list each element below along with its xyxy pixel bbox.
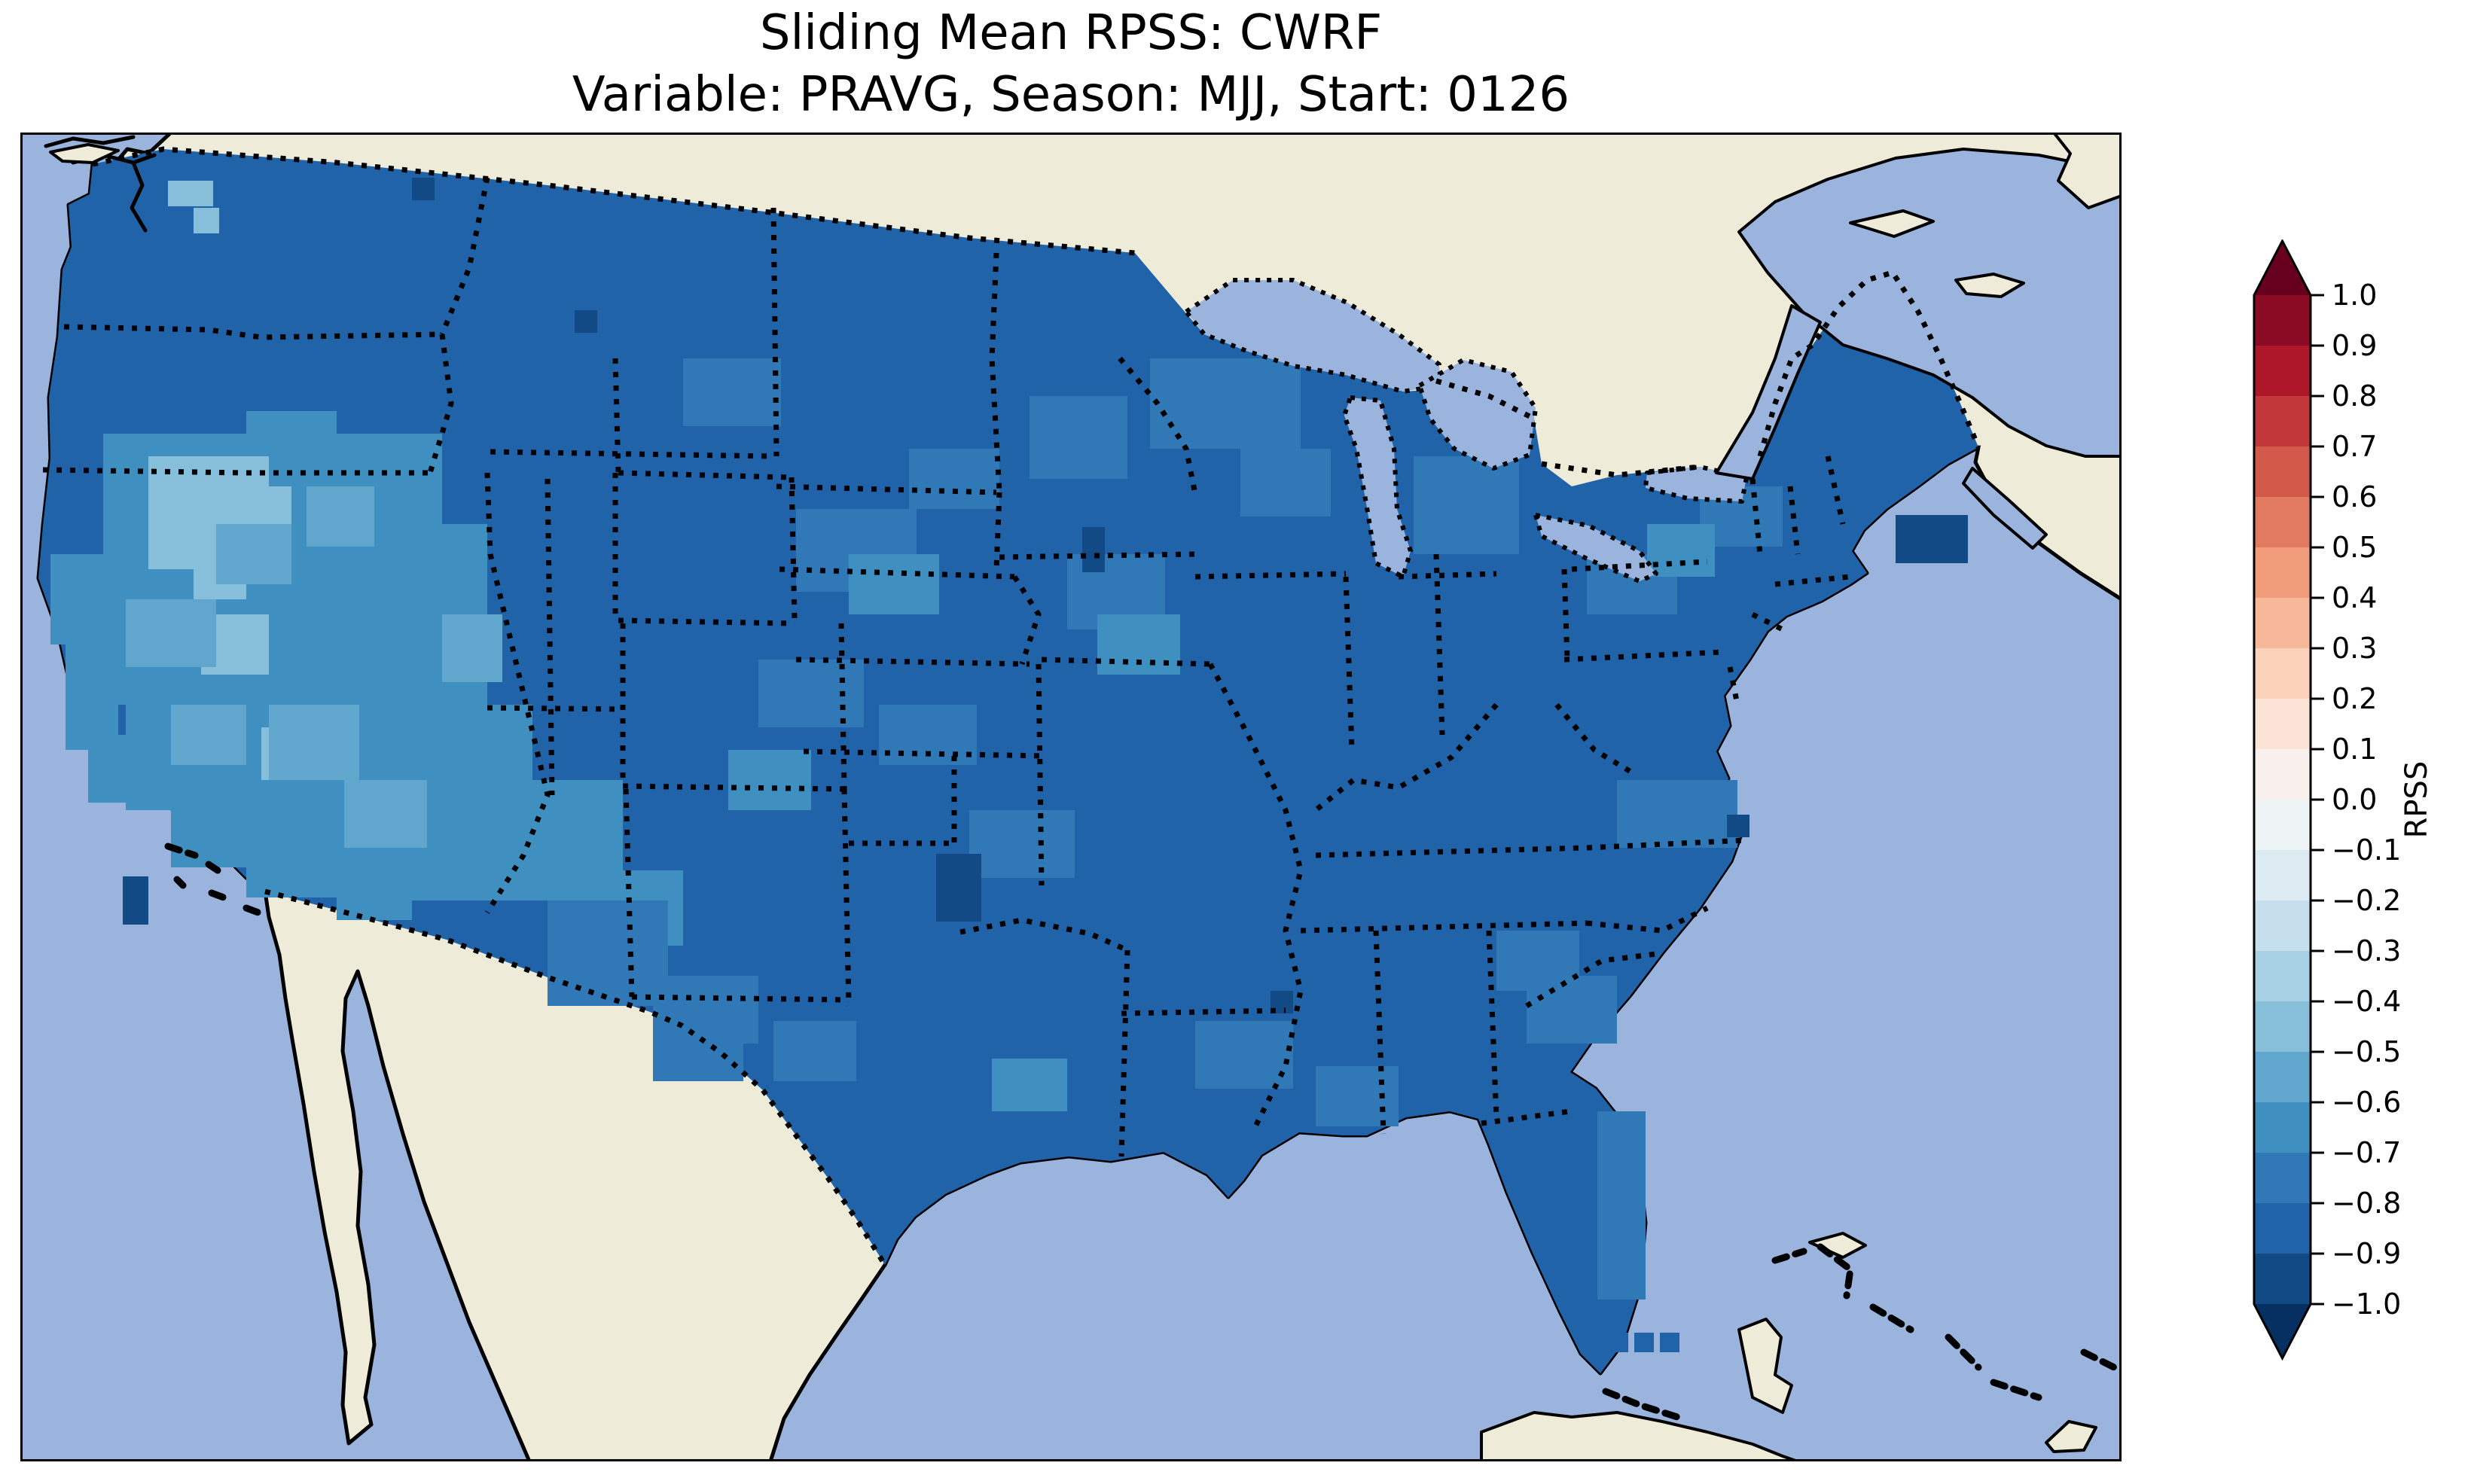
colorbar-band — [2254, 497, 2311, 548]
colorbar-band — [2254, 1052, 2311, 1103]
colorbar-tick-label: 0.3 — [2332, 632, 2377, 665]
map-canvas — [20, 133, 2122, 1461]
colorbar-tick-label: −0.1 — [2332, 833, 2401, 867]
colorbar-band — [2254, 900, 2311, 952]
colorbar-tick-label: 0.5 — [2332, 531, 2377, 564]
colorbar: 1.0 0.9 0.8 0.7 0.6 0.5 0.4 0.3 0.2 0.1 0.0 −0.1 −0.… — [2229, 239, 2455, 1384]
colorbar-tick-label: 0.7 — [2332, 430, 2377, 463]
colorbar-tick-label: −1.0 — [2332, 1287, 2401, 1321]
figure: Sliding Mean RPSS: CWRF Variable: PRAVG,… — [0, 0, 2474, 1484]
colorbar-extend-under-arrow — [2254, 1304, 2311, 1358]
florida-keys-cells — [1609, 1333, 1679, 1352]
colorbar-tick-label: −0.5 — [2332, 1035, 2401, 1068]
colorbar-band — [2254, 1254, 2311, 1305]
colorbar-band — [2254, 850, 2311, 901]
title-line2: Variable: PRAVG, Season: MJJ, Start: 012… — [572, 67, 1570, 123]
title-line1: Sliding Mean RPSS: CWRF — [760, 5, 1382, 61]
colorbar-ticks: 1.0 0.9 0.8 0.7 0.6 0.5 0.4 0.3 0.2 0.1 0.0 −0.1 −0.… — [2311, 279, 2401, 1321]
colorbar-extend-over-arrow — [2254, 241, 2311, 295]
colorbar-svg: 1.0 0.9 0.8 0.7 0.6 0.5 0.4 0.3 0.2 0.1 0.0 −0.1 −0.… — [2229, 239, 2455, 1384]
colorbar-tick-label: −0.8 — [2332, 1187, 2401, 1220]
colorbar-tick-label: 0.9 — [2332, 329, 2377, 362]
colorbar-bands — [2254, 295, 2311, 1305]
colorbar-tick-label: −0.2 — [2332, 884, 2401, 917]
colorbar-tick-label: 0.4 — [2332, 581, 2377, 614]
colorbar-tick-label: 0.8 — [2332, 379, 2377, 413]
colorbar-band — [2254, 295, 2311, 346]
colorbar-band — [2254, 446, 2311, 498]
colorbar-band — [2254, 598, 2311, 649]
figure-title: Sliding Mean RPSS: CWRF Variable: PRAVG,… — [0, 3, 2142, 126]
colorbar-tick-label: −0.9 — [2332, 1237, 2401, 1270]
colorbar-band — [2254, 1203, 2311, 1254]
colorbar-band — [2254, 396, 2311, 447]
colorbar-tick-label: 1.0 — [2332, 279, 2377, 312]
colorbar-tick-label: 0.6 — [2332, 480, 2377, 513]
colorbar-band — [2254, 1001, 2311, 1053]
colorbar-band — [2254, 951, 2311, 1002]
colorbar-band — [2254, 547, 2311, 599]
colorbar-tick-label: −0.4 — [2332, 985, 2401, 1018]
colorbar-band — [2254, 699, 2311, 750]
colorbar-band — [2254, 749, 2311, 800]
colorbar-band — [2254, 1153, 2311, 1204]
colorbar-tick-label: 0.1 — [2332, 733, 2377, 766]
colorbar-tick-label: 0.2 — [2332, 682, 2377, 715]
colorbar-tick-label: −0.7 — [2332, 1136, 2401, 1169]
rpss-map — [20, 133, 2122, 1461]
colorbar-band — [2254, 346, 2311, 397]
colorbar-band — [2254, 648, 2311, 699]
colorbar-tick-label: −0.3 — [2332, 934, 2401, 967]
colorbar-axis-label: RPSS — [2399, 761, 2434, 839]
colorbar-tick-label: −0.6 — [2332, 1086, 2401, 1119]
colorbar-band — [2254, 1102, 2311, 1153]
colorbar-tick-label: 0.0 — [2332, 783, 2377, 816]
colorbar-band — [2254, 800, 2311, 851]
